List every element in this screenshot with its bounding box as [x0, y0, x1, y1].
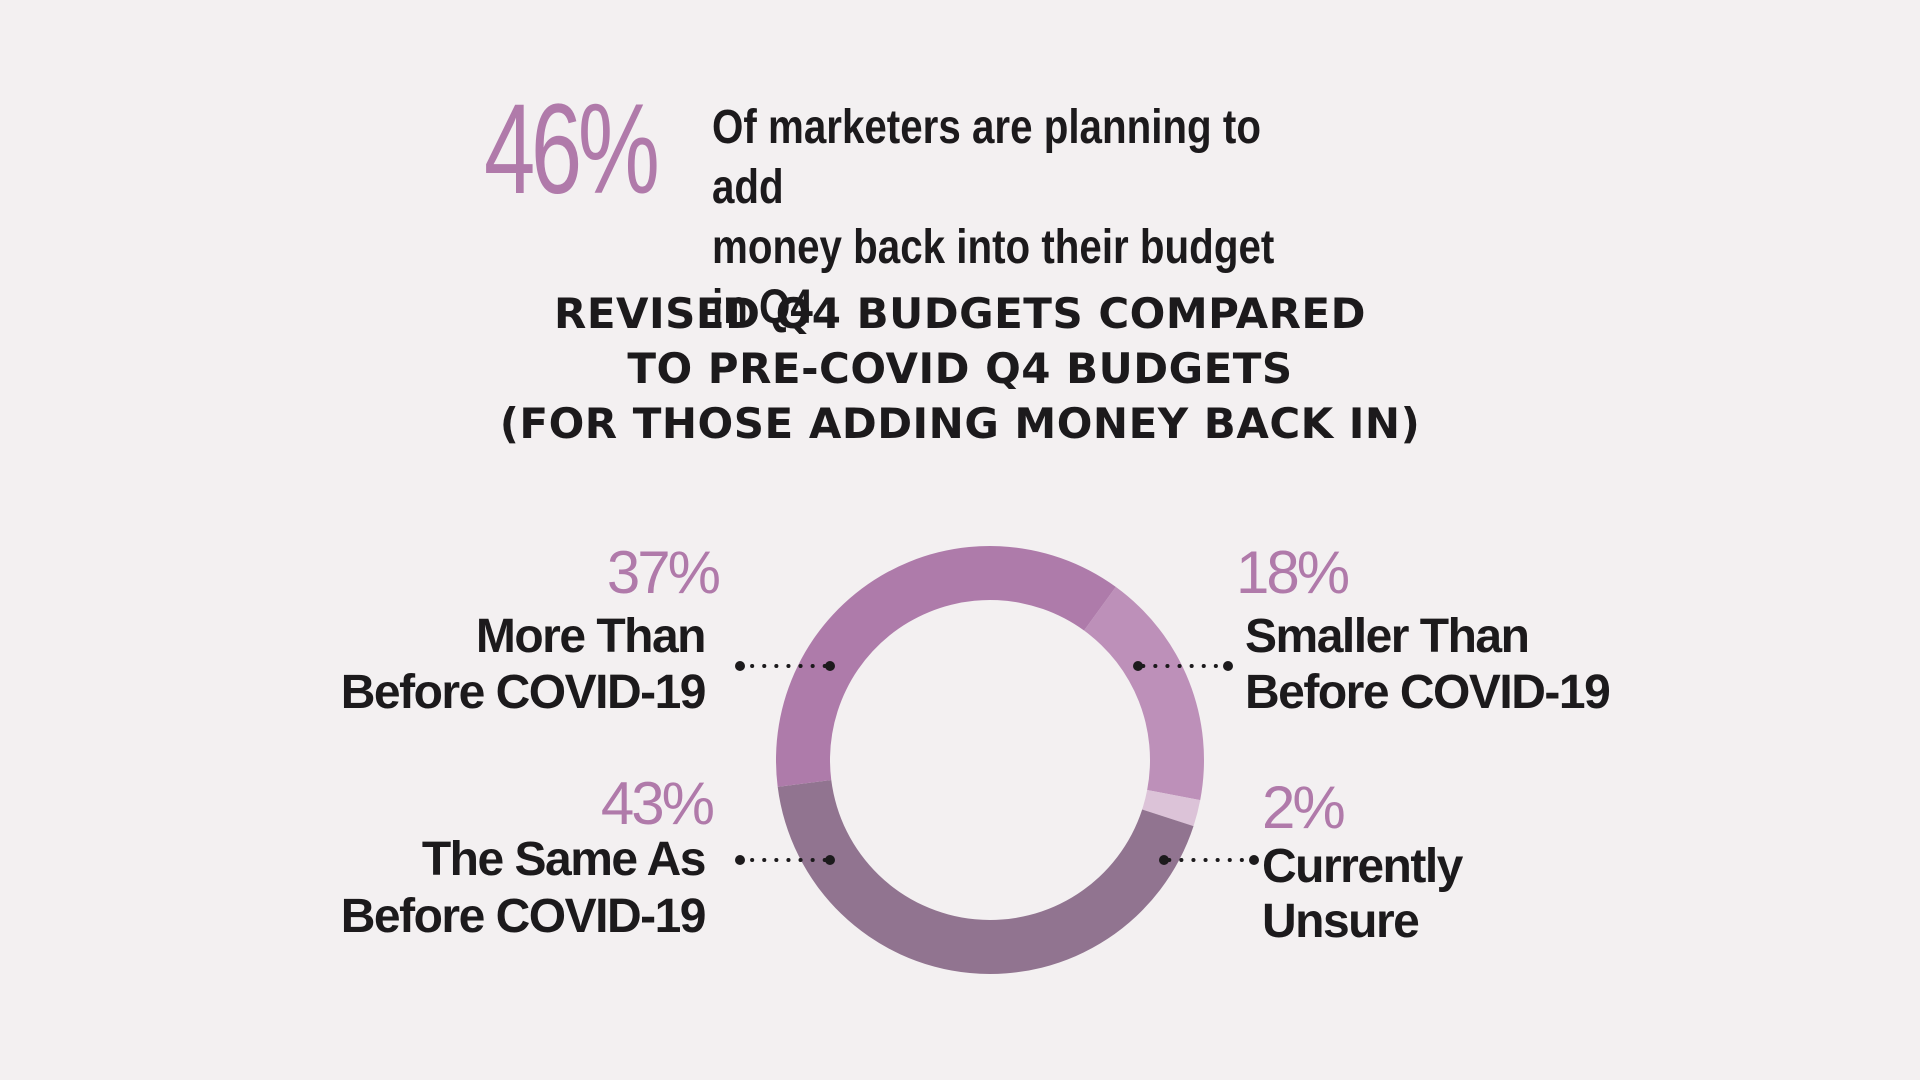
leader-dot-more-than-before-covid-19-1	[825, 661, 835, 671]
slice-the-same-as-before-covid-19	[777, 780, 1194, 975]
slice-smaller-than-before-covid-19	[1084, 586, 1205, 801]
leader-dot-currently-unsure-1	[1159, 855, 1169, 865]
leader-dot-more-than-before-covid-19-0	[735, 661, 745, 671]
headline: 46% Of marketers are planning to add mon…	[484, 78, 1464, 335]
chart-title: REVISED Q4 BUDGETS COMPARED TO PRE-COVID…	[499, 289, 1421, 448]
leader-dot-the-same-as-before-covid-19-1	[825, 855, 835, 865]
leader-dot-smaller-than-before-covid-19-1	[1133, 661, 1143, 671]
pct-label-the-same-as-before-covid-19: 43%	[601, 770, 714, 837]
slices-layer	[776, 546, 1205, 975]
category-label-the-same-as-before-covid-19-line-1: The Same As	[422, 833, 705, 886]
category-label-the-same-as-before-covid-19-line-2: Before COVID-19	[341, 890, 705, 943]
pct-label-currently-unsure: 2%	[1262, 774, 1344, 841]
category-label-smaller-than-before-covid-19-line-1: Smaller Than	[1245, 610, 1528, 663]
category-label-currently-unsure-line-2: Unsure	[1262, 895, 1419, 948]
category-label-more-than-before-covid-19-line-2: Before COVID-19	[341, 666, 705, 719]
category-label-currently-unsure-line-1: Currently	[1262, 840, 1464, 893]
slice-more-than-before-covid-19	[776, 546, 1116, 787]
headline-stat: 46%	[484, 78, 660, 221]
headline-text: Of marketers are planning to add money b…	[712, 101, 1275, 334]
slice-currently-unsure	[1142, 789, 1201, 827]
leader-dot-currently-unsure-0	[1249, 855, 1259, 865]
leader-dot-the-same-as-before-covid-19-0	[735, 855, 745, 865]
category-label-smaller-than-before-covid-19-line-2: Before COVID-19	[1245, 666, 1609, 719]
pct-label-smaller-than-before-covid-19: 18%	[1236, 539, 1349, 606]
category-label-more-than-before-covid-19-line-1: More Than	[476, 610, 705, 663]
pct-label-more-than-before-covid-19: 37%	[607, 539, 720, 606]
leader-dot-smaller-than-before-covid-19-0	[1223, 661, 1233, 671]
